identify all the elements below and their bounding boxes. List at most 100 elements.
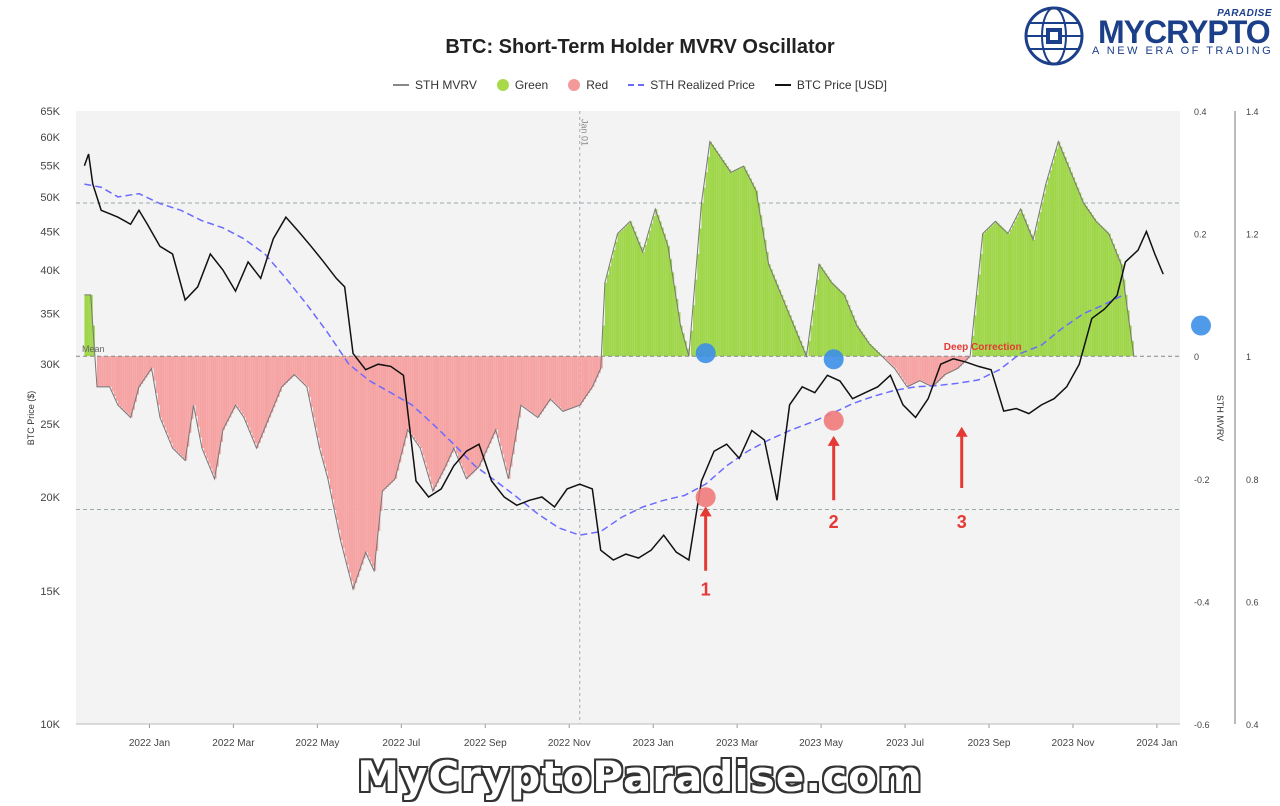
mvrv-bar-positive	[984, 231, 987, 357]
x-tick-label: 2022 Sep	[464, 738, 507, 749]
mvrv-bar-positive	[674, 285, 677, 357]
mvrv-bar-positive	[829, 279, 832, 357]
mvrv-bar-negative	[239, 356, 242, 412]
x-tick-label: 2024 Jan	[1136, 738, 1177, 749]
mvrv-bar-positive	[1119, 259, 1122, 357]
mvrv-bar-negative	[409, 356, 412, 433]
mvrv-bar-negative	[546, 356, 549, 406]
mvrv-bar-positive	[646, 237, 649, 357]
mvrv-bar-positive	[772, 274, 775, 357]
mvrv-bar-negative	[600, 356, 603, 369]
globe-icon	[1024, 6, 1084, 66]
mvrv-bar-negative	[506, 356, 509, 471]
mvrv-bar-positive	[783, 300, 786, 357]
mvrv-bar-positive	[680, 325, 683, 357]
mvrv-bar-positive	[682, 333, 685, 357]
mvrv-bar-positive	[1003, 229, 1006, 357]
legend-item-btc-price[interactable]: BTC Price [USD]	[774, 78, 887, 92]
mvrv-bar-positive	[1075, 182, 1078, 357]
mvrv-bar-positive	[1028, 229, 1031, 357]
legend-label: BTC Price [USD]	[796, 78, 887, 92]
mvrv-bar-positive	[667, 245, 670, 357]
mvrv-bar-negative	[141, 356, 144, 384]
x-tick-label: 2022 Jul	[382, 738, 420, 749]
x-tick-label: 2022 Nov	[548, 738, 591, 749]
legend-item-sth-mvrv[interactable]: STH MVRV	[393, 78, 477, 92]
mvrv-bar-positive	[1121, 264, 1124, 357]
mvrv-bar-positive	[619, 231, 622, 357]
mvrv-bar-positive	[1051, 163, 1055, 357]
mvrv-bar-positive	[613, 249, 616, 357]
mvrv-bar-positive	[982, 233, 985, 357]
mvrv-bar-negative	[397, 356, 400, 471]
mvrv-bar-negative	[447, 356, 450, 462]
mvrv-bar-negative	[592, 356, 595, 387]
mvrv-bar-negative	[491, 356, 494, 439]
mvrv-bar-positive	[764, 239, 767, 357]
mvrv-bar-positive	[854, 320, 857, 357]
x-tick-label: 2023 Nov	[1052, 738, 1095, 749]
mvrv-bar-positive	[1018, 213, 1021, 357]
mvrv-bar-positive	[814, 294, 817, 357]
mvrv-bar-negative	[155, 356, 158, 393]
mvrv-bar-positive	[747, 174, 750, 357]
mvrv-bar-positive	[1096, 221, 1099, 357]
mvrv-bar-positive	[842, 292, 845, 357]
mvrv-bar-negative	[884, 356, 887, 359]
mvrv-bar-negative	[951, 356, 954, 372]
mvrv-bar-positive	[1087, 209, 1090, 357]
brand-logo: PARADISE MYCRYPTO A NEW ERA OF TRADING	[1024, 4, 1274, 68]
mvrv-bar-negative	[111, 356, 114, 392]
mvrv-bar-negative	[159, 356, 163, 418]
mvrv-bar-positive	[1009, 229, 1013, 357]
mvrv-bar-positive	[1079, 192, 1082, 357]
mvrv-bar-positive	[697, 254, 700, 357]
mvrv-bar-positive	[1123, 279, 1126, 357]
x-tick-label: 2022 May	[295, 738, 339, 749]
mvrv-bar-negative	[220, 356, 223, 443]
mvrv-bar-positive	[1072, 177, 1076, 357]
y-right-tick-label: -0.4	[1194, 597, 1210, 607]
mvrv-bar-negative	[109, 356, 112, 387]
y-left-tick-label: 65K	[40, 106, 60, 118]
mvrv-bar-positive	[663, 233, 666, 357]
mvrv-bar-positive	[1100, 225, 1103, 357]
mvrv-bar-positive	[1091, 215, 1094, 357]
mvrv-bar-positive	[634, 231, 637, 357]
mvrv-bar-positive	[846, 300, 849, 357]
mvrv-bar-negative	[128, 356, 131, 416]
y-left-tick-label: 25K	[40, 419, 60, 431]
mvrv-bar-positive	[1066, 162, 1069, 357]
mvrv-bar-positive	[770, 269, 773, 357]
mvrv-bar-negative	[915, 356, 918, 383]
mvrv-bar-negative	[346, 356, 349, 565]
mvrv-bar-negative	[103, 356, 106, 387]
mvrv-bar-negative	[472, 356, 475, 473]
y-ratio-tick-label: 1.4	[1246, 107, 1259, 117]
mvrv-bar-negative	[348, 356, 351, 573]
mvrv-bar-positive	[802, 345, 805, 357]
mvrv-bar-negative	[579, 356, 582, 406]
mvrv-bar-positive	[777, 284, 780, 357]
mvrv-bar-negative	[510, 356, 513, 467]
mvrv-bar-positive	[751, 182, 754, 357]
mvrv-bar-positive	[860, 331, 864, 357]
x-tick-label: 2023 Jul	[886, 738, 924, 749]
mvrv-bar-positive	[716, 150, 719, 357]
mvrv-bar-negative	[283, 356, 286, 385]
mvrv-bar-negative	[898, 356, 901, 375]
legend-item-red[interactable]: Red	[568, 78, 608, 92]
mvrv-bar-negative	[583, 356, 587, 400]
mvrv-bar-positive	[630, 221, 633, 357]
mvrv-bar-negative	[598, 356, 601, 374]
mvrv-bar-positive	[976, 294, 979, 357]
mvrv-bar-positive	[1064, 156, 1067, 357]
mvrv-bar-negative	[308, 356, 312, 398]
mvrv-bar-positive	[1102, 227, 1105, 357]
mvrv-bar-negative	[558, 356, 561, 408]
legend-item-green[interactable]: Green	[496, 78, 548, 92]
legend-item-sth-realized-price[interactable]: STH Realized Price	[628, 78, 755, 92]
mvrv-bar-positive	[615, 241, 618, 357]
mvrv-bar-positive	[672, 272, 675, 357]
annotation-number-label: 2	[829, 512, 839, 532]
